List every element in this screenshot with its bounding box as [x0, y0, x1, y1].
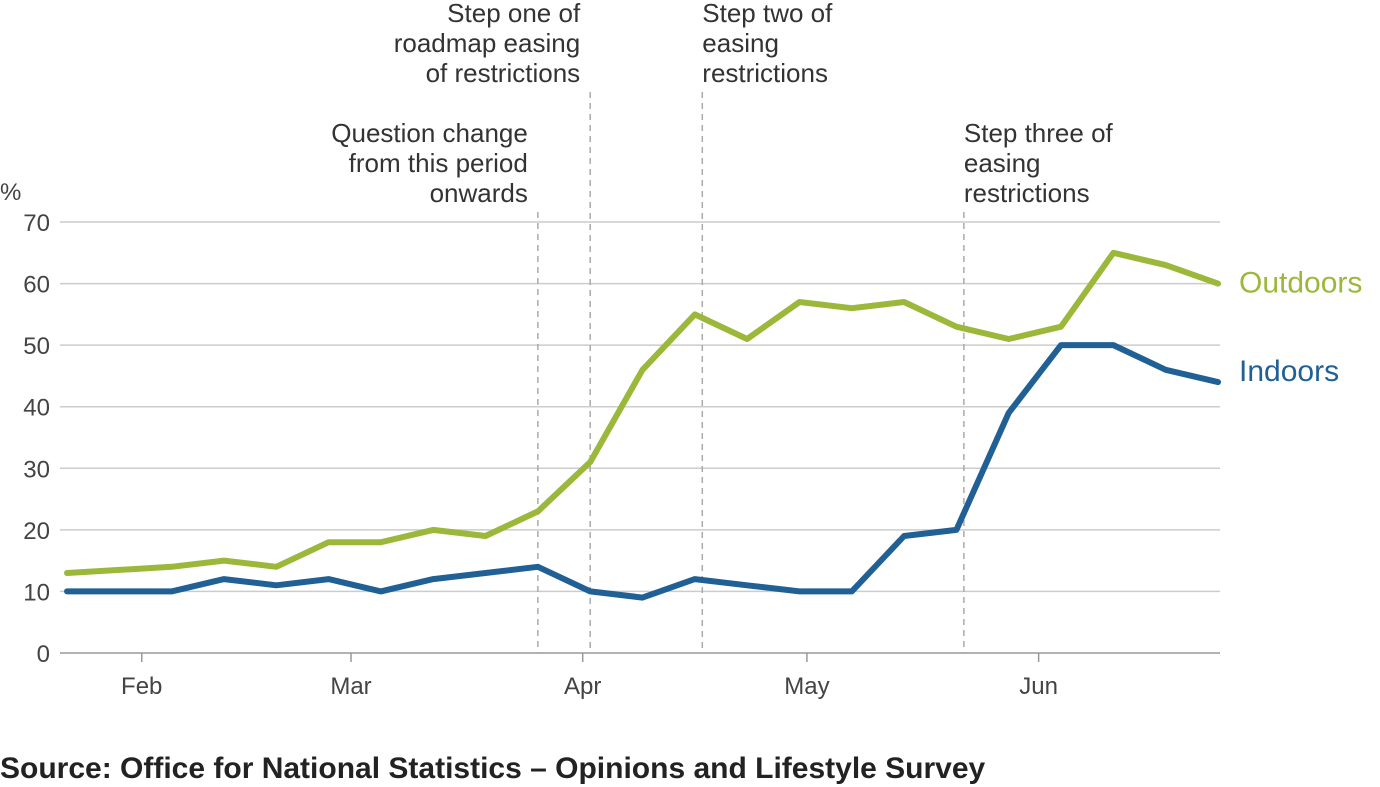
- annotations: Question change from this period onwards St…: [331, 0, 1114, 653]
- y-tick-label: 0: [37, 641, 50, 668]
- series-label-indoors: Indoors: [1239, 355, 1339, 388]
- event-annotation: Step one of roadmap easing of restrictions: [394, 0, 581, 88]
- annotation-line: Step three of: [964, 118, 1114, 148]
- annotation-line: from this period: [349, 148, 528, 178]
- event-annotation: Step two of easing restrictions: [702, 0, 833, 88]
- y-axis-unit: %: [0, 179, 21, 206]
- y-tick-label: 60: [23, 272, 50, 299]
- annotation-line: Step two of: [702, 0, 833, 28]
- series-labels: Outdoors Indoors: [1239, 267, 1362, 389]
- source-note: Source: Office for National Statistics –…: [0, 752, 986, 785]
- y-tick-label: 40: [23, 395, 50, 422]
- annotation-line: roadmap easing: [394, 28, 580, 58]
- x-tick-label: Feb: [121, 673, 162, 700]
- y-tick-label: 50: [23, 333, 50, 360]
- annotation-line: Question change: [331, 118, 528, 148]
- annotation-line: restrictions: [702, 58, 828, 88]
- annotation-line: onwards: [430, 178, 528, 208]
- y-tick-label: 70: [23, 210, 50, 237]
- annotation-line: easing: [964, 148, 1041, 178]
- x-axis: Feb Mar Apr May Jun: [121, 653, 1058, 700]
- event-annotation: Step three of easing restrictions: [964, 118, 1114, 208]
- annotation-line: easing: [702, 28, 779, 58]
- x-tick-label: Mar: [330, 673, 371, 700]
- y-tick-label: 10: [23, 579, 50, 606]
- grid-lines: [60, 221, 1220, 654]
- x-tick-label: Apr: [564, 673, 601, 700]
- annotation-line: restrictions: [964, 178, 1090, 208]
- y-tick-label: 20: [23, 518, 50, 545]
- series-label-outdoors: Outdoors: [1239, 267, 1362, 300]
- annotation-line: of restrictions: [426, 58, 581, 88]
- annotation-line: Step one of: [447, 0, 581, 28]
- series-lines: [64, 249, 1221, 601]
- x-tick-label: Jun: [1019, 673, 1058, 700]
- y-tick-label: 30: [23, 456, 50, 483]
- series-line-indoors: [64, 342, 1221, 601]
- series-line-outdoors: [64, 249, 1221, 576]
- event-annotation: Question change from this period onwards: [331, 118, 528, 208]
- x-tick-label: May: [784, 673, 829, 700]
- y-axis: 0 10 20 30 40 50 60 70%: [0, 179, 50, 668]
